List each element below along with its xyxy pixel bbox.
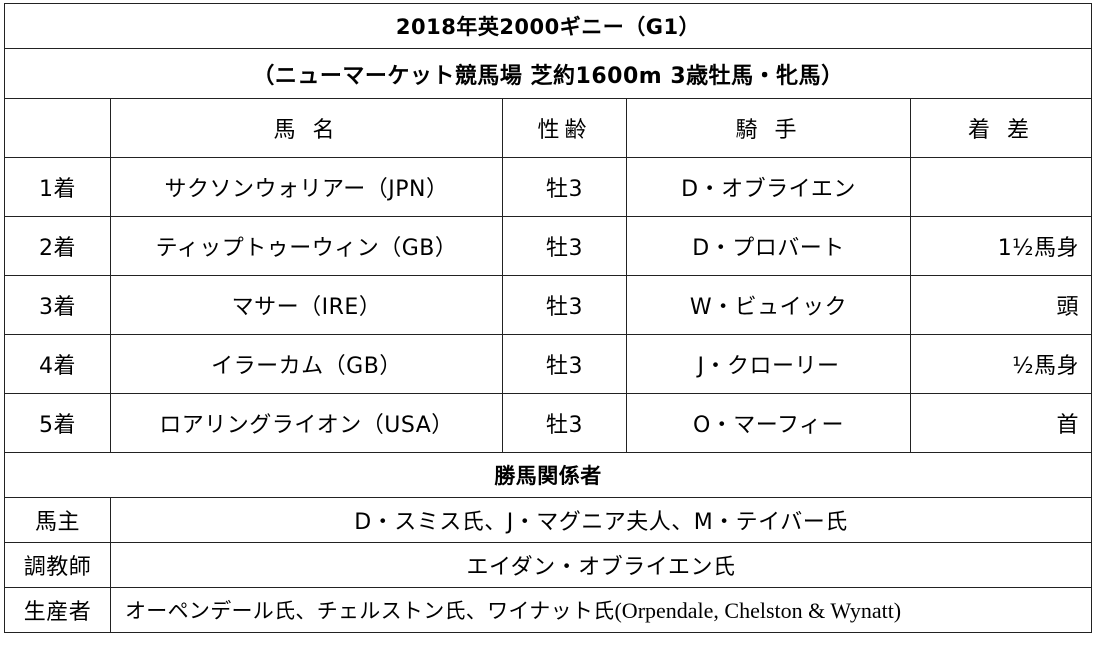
breeder-names-jp: オーペンデール氏、チェルストン氏、ワイナット氏 bbox=[125, 599, 615, 623]
connections-heading: 勝馬関係者 bbox=[3, 452, 1093, 498]
table-row: 4着 イラーカム（GB） 牡3 J・クローリー ½馬身 bbox=[4, 334, 1093, 394]
margin-cell: 1½馬身 bbox=[909, 216, 1093, 276]
age-cell: 牡3 bbox=[502, 216, 627, 276]
rank-cell: 1着 bbox=[4, 157, 111, 217]
breeder-label: 生産者 bbox=[4, 587, 111, 633]
rank-cell: 5着 bbox=[4, 393, 111, 453]
race-result-sheet: 2018年英2000ギニー（G1） （ニューマーケット競馬場 芝約1600m 3… bbox=[3, 3, 1093, 645]
margin-cell: ½馬身 bbox=[909, 334, 1093, 394]
age-cell: 牡3 bbox=[502, 157, 627, 217]
horse-cell: ティップトゥーウィン（GB） bbox=[110, 216, 503, 276]
header-age: 性齢 bbox=[502, 98, 627, 158]
race-subtitle: （ニューマーケット競馬場 芝約1600m 3歳牡馬・牝馬） bbox=[3, 48, 1093, 99]
table-row: 1着 サクソンウォリアー（JPN） 牡3 D・オブライエン bbox=[4, 157, 1093, 217]
breeder-value: オーペンデール氏、チェルストン氏、ワイナット氏(Orpendale, Chels… bbox=[109, 587, 1093, 633]
header-rank bbox=[4, 98, 111, 158]
breeder-row: 生産者 オーペンデール氏、チェルストン氏、ワイナット氏(Orpendale, C… bbox=[4, 587, 1093, 633]
trainer-value: エイダン・オブライエン氏 bbox=[109, 542, 1093, 588]
horse-cell: マサー（IRE） bbox=[110, 275, 503, 335]
jockey-cell: O・マーフィー bbox=[626, 393, 911, 453]
table-row: 5着 ロアリングライオン（USA） 牡3 O・マーフィー 首 bbox=[4, 393, 1093, 453]
owner-row: 馬主 D・スミス氏、J・マグニア夫人、M・テイバー氏 bbox=[4, 497, 1093, 543]
race-title: 2018年英2000ギニー（G1） bbox=[3, 3, 1093, 49]
breeder-names-en: (Orpendale, Chelston & Wynatt) bbox=[614, 598, 902, 623]
horse-cell: サクソンウォリアー（JPN） bbox=[110, 157, 503, 217]
jockey-cell: D・オブライエン bbox=[626, 157, 911, 217]
age-cell: 牡3 bbox=[502, 393, 627, 453]
margin-cell bbox=[909, 157, 1093, 217]
owner-label: 馬主 bbox=[4, 497, 111, 543]
subtitle-row: （ニューマーケット競馬場 芝約1600m 3歳牡馬・牝馬） bbox=[3, 48, 1093, 99]
table-row: 3着 マサー（IRE） 牡3 W・ビュイック 頭 bbox=[4, 275, 1093, 335]
owner-value: D・スミス氏、J・マグニア夫人、M・テイバー氏 bbox=[109, 497, 1093, 543]
header-jockey: 騎 手 bbox=[626, 98, 911, 158]
age-cell: 牡3 bbox=[502, 275, 627, 335]
header-horse: 馬 名 bbox=[110, 98, 503, 158]
rank-cell: 4着 bbox=[4, 334, 111, 394]
horse-cell: イラーカム（GB） bbox=[110, 334, 503, 394]
table-row: 2着 ティップトゥーウィン（GB） 牡3 D・プロバート 1½馬身 bbox=[4, 216, 1093, 276]
title-row: 2018年英2000ギニー（G1） bbox=[3, 3, 1093, 49]
horse-cell: ロアリングライオン（USA） bbox=[110, 393, 503, 453]
age-cell: 牡3 bbox=[502, 334, 627, 394]
header-margin: 着 差 bbox=[909, 98, 1093, 158]
jockey-cell: W・ビュイック bbox=[626, 275, 911, 335]
rank-cell: 2着 bbox=[4, 216, 111, 276]
trainer-row: 調教師 エイダン・オブライエン氏 bbox=[4, 542, 1093, 588]
connections-header-row: 勝馬関係者 bbox=[3, 452, 1093, 498]
margin-cell: 首 bbox=[909, 393, 1093, 453]
race-result-table: 2018年英2000ギニー（G1） （ニューマーケット競馬場 芝約1600m 3… bbox=[3, 3, 1093, 633]
margin-cell: 頭 bbox=[909, 275, 1093, 335]
rank-cell: 3着 bbox=[4, 275, 111, 335]
jockey-cell: D・プロバート bbox=[626, 216, 911, 276]
header-row: 馬 名 性齢 騎 手 着 差 bbox=[4, 98, 1093, 158]
trainer-label: 調教師 bbox=[4, 542, 111, 588]
jockey-cell: J・クローリー bbox=[626, 334, 911, 394]
